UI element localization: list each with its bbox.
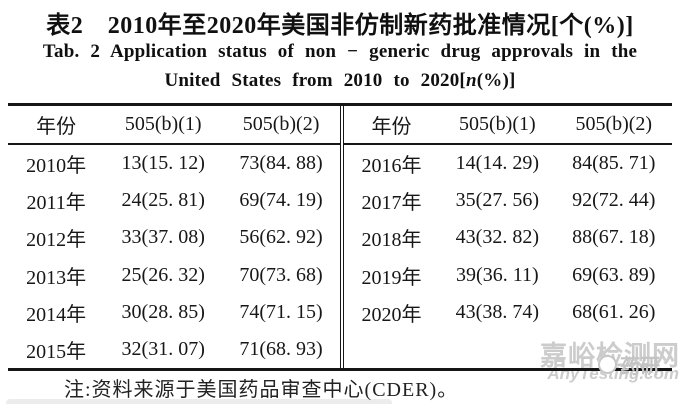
table-row: 2015年 32(31. 07) 71(68. 93) — [8, 331, 340, 368]
year-cell: 2016年 — [361, 155, 422, 178]
b2-cell: 71(68. 93) — [239, 337, 323, 360]
approvals-table: 年份 505(b)(1) 505(b)(2) 2010年 13(15. 12) … — [8, 103, 672, 371]
page-edge-highlight — [6, 399, 392, 404]
table-header-row: 年份 505(b)(1) 505(b)(2) — [344, 106, 672, 146]
b1-cell: 30(28. 85) — [121, 300, 205, 323]
year-cell: 2012年 — [26, 229, 87, 252]
table-title-zh: 表2 2010年至2020年美国非仿制新药批准情况[个(%)] — [46, 13, 634, 39]
header-505b1: 505(b)(1) — [124, 113, 202, 136]
year-cell: 2020年 — [361, 303, 422, 326]
year-cell: 2015年 — [26, 340, 87, 363]
table-title-en-line1: Tab. 2 Application status of non − gener… — [42, 41, 638, 62]
year-cell: 2017年 — [361, 192, 422, 215]
b1-cell: 13(15. 12) — [121, 152, 205, 175]
year-cell: 2018年 — [361, 229, 422, 252]
b1-cell: 43(32. 82) — [455, 226, 539, 249]
table-row: 2013年 25(26. 32) 70(73. 68) — [8, 257, 340, 294]
year-cell: 2010年 — [26, 155, 87, 178]
table-row: 2017年 35(27. 56) 92(72. 44) — [344, 182, 672, 219]
b1-cell: 43(38. 74) — [455, 300, 539, 323]
watermark-badge-label: 药研 — [620, 356, 660, 378]
title-en2-post: (%)] — [476, 70, 516, 91]
table-row: 2010年 13(15. 12) 73(84. 88) — [8, 145, 340, 182]
header-505b2: 505(b)(2) — [242, 113, 320, 136]
b2-cell: 69(63. 89) — [572, 263, 656, 286]
b1-cell: 24(25. 81) — [121, 189, 205, 212]
b2-cell: 56(62. 92) — [239, 226, 323, 249]
table-header-row: 年份 505(b)(1) 505(b)(2) — [8, 106, 340, 146]
table-row: 2020年 43(38. 74) 68(61. 26) — [344, 294, 672, 331]
b2-cell: 73(84. 88) — [239, 152, 323, 175]
b2-cell: 88(67. 18) — [572, 226, 656, 249]
year-cell: 2019年 — [361, 266, 422, 289]
b1-cell: 35(27. 56) — [455, 189, 539, 212]
b2-cell: 68(61. 26) — [572, 300, 656, 323]
year-cell: 2011年 — [26, 192, 86, 215]
b2-cell: 74(71. 15) — [239, 300, 323, 323]
b2-cell: 92(72. 44) — [572, 189, 656, 212]
b1-cell: 33(37. 08) — [121, 226, 205, 249]
table-right-half: 年份 505(b)(1) 505(b)(2) 2016年 14(14. 29) … — [340, 106, 672, 368]
table-row: 2011年 24(25. 81) 69(74. 19) — [8, 182, 340, 219]
header-505b2: 505(b)(2) — [575, 113, 653, 136]
b2-cell: 70(73. 68) — [239, 263, 323, 286]
table-row: 2018年 43(32. 82) 88(67. 18) — [344, 219, 672, 256]
header-505b1: 505(b)(1) — [459, 113, 536, 136]
watermark-badge-icon — [598, 355, 617, 374]
header-year: 年份 — [36, 116, 77, 139]
watermark-badge: 药研 — [598, 350, 660, 379]
table-row: 2016年 14(14. 29) 84(85. 71) — [344, 145, 672, 182]
year-cell: 2014年 — [26, 303, 87, 326]
b1-cell: 32(31. 07) — [121, 337, 205, 360]
b1-cell: 25(26. 32) — [121, 263, 205, 286]
table-row: 2014年 30(28. 85) 74(71. 15) — [8, 294, 340, 331]
b1-cell: 39(36. 11) — [456, 263, 539, 286]
table-left-half: 年份 505(b)(1) 505(b)(2) 2010年 13(15. 12) … — [8, 106, 340, 368]
title-en2-pre: United States from 2010 to 2020[ — [164, 70, 466, 91]
table-source-note: 注:资料来源于美国药品审查中心(CDER)。 — [64, 379, 459, 401]
header-year: 年份 — [371, 116, 412, 139]
table-row: 2019年 39(36. 11) 69(63. 89) — [344, 257, 672, 294]
title-en2-n-italic: n — [465, 70, 477, 91]
b2-cell: 84(85. 71) — [572, 152, 656, 175]
b1-cell: 14(14. 29) — [455, 152, 539, 175]
table-title-en-line2: United States from 2010 to 2020[n(%)] — [0, 70, 680, 92]
b2-cell: 69(74. 19) — [239, 189, 323, 212]
year-cell: 2013年 — [26, 266, 87, 289]
table-row: 2012年 33(37. 08) 56(62. 92) — [8, 219, 340, 256]
